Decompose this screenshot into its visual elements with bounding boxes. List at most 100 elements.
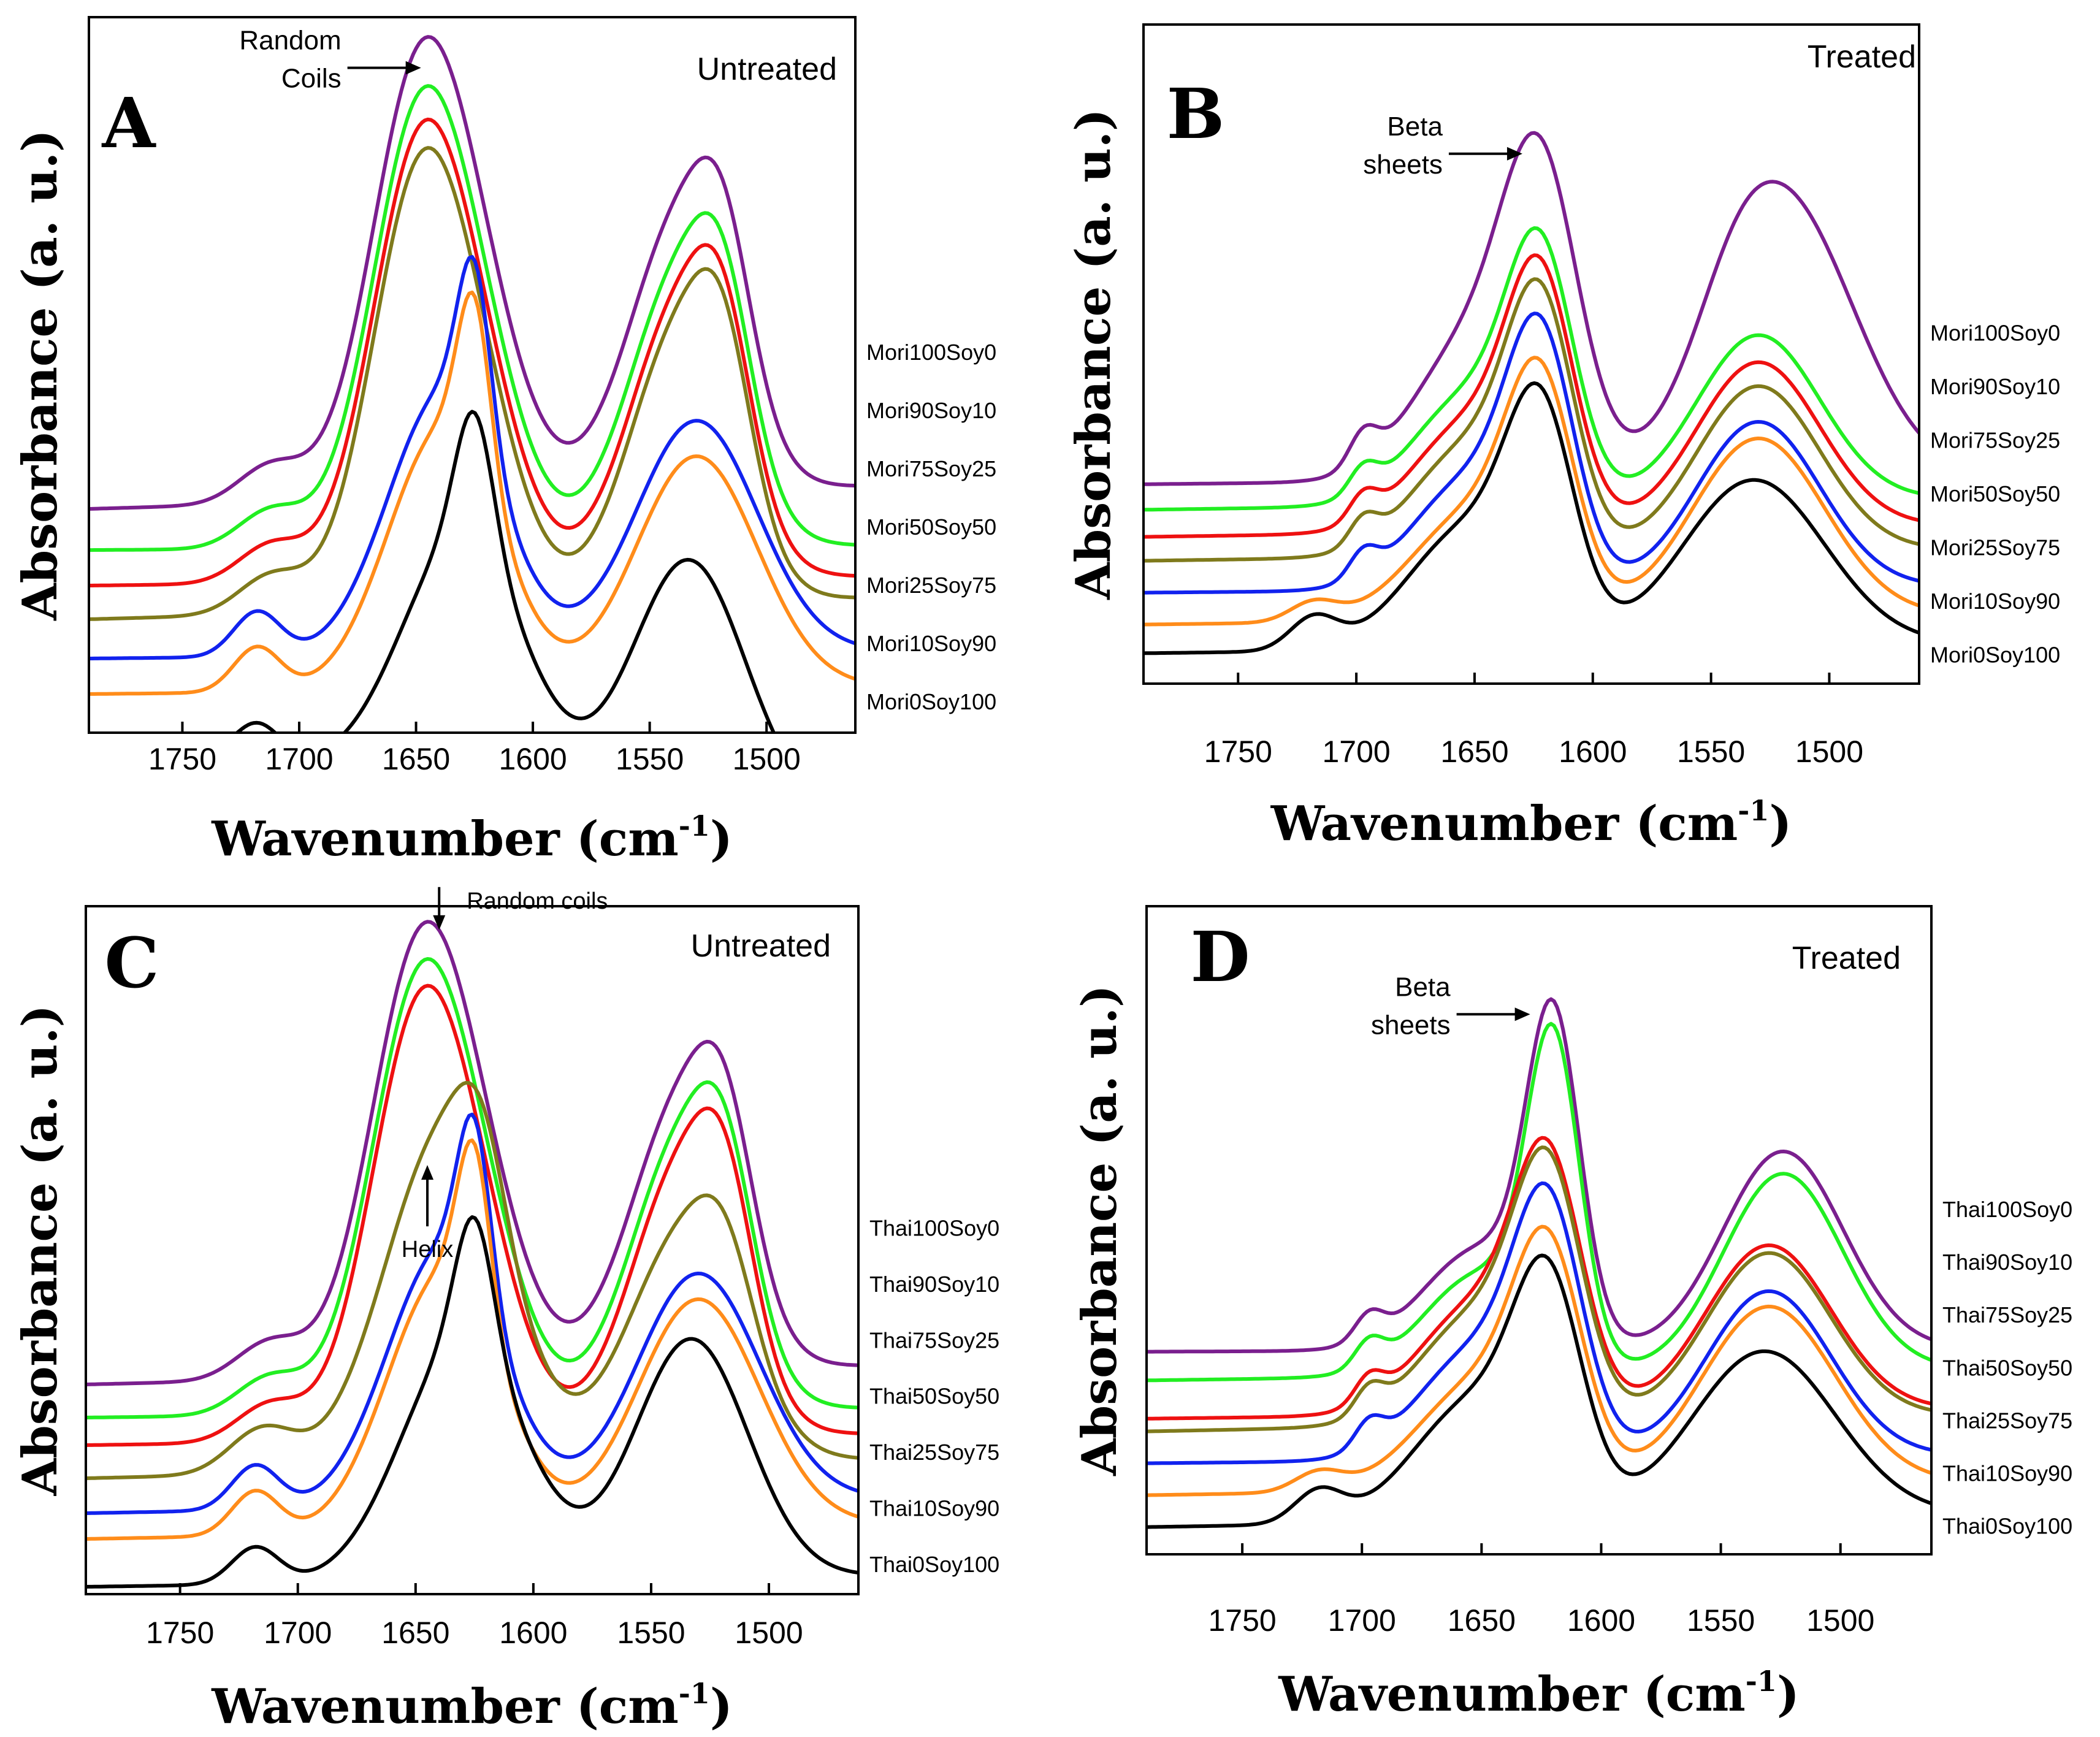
x-tick-label: 1500 <box>733 742 801 776</box>
series-label: Mori75Soy25 <box>1930 428 2060 453</box>
series-labels: Thai100Soy0 Thai90Soy10 Thai75Soy25 Thai50S… <box>869 1216 999 1577</box>
series-label: Mori0Soy100 <box>866 689 996 714</box>
series-label: Mori10Soy90 <box>866 631 996 656</box>
annotation-text: Random coils <box>467 888 608 914</box>
x-tick-label: 1500 <box>735 1616 803 1650</box>
x-tick-label: 1700 <box>265 742 333 776</box>
plot-frame <box>85 905 860 1595</box>
x-tick-label: 1500 <box>1795 735 1863 769</box>
x-axis-title-close: ) <box>1769 796 1792 852</box>
series-labels: Mori100Soy0 Mori90Soy10 Mori75Soy25 Mori50S… <box>866 340 996 714</box>
annotations: Beta sheets <box>1363 112 1522 180</box>
series-label: Mori90Soy10 <box>1930 374 2060 399</box>
series-line-mori0soy100 <box>1144 381 1919 655</box>
x-tick-label: 1550 <box>616 742 684 776</box>
series-label: Thai90Soy10 <box>1942 1250 2072 1275</box>
series-line-thai0soy100 <box>86 1215 858 1589</box>
series-label: Thai25Soy75 <box>1942 1408 2072 1433</box>
x-tick-label: 1600 <box>498 742 567 776</box>
x-axis: 1750 1700 1650 1600 1550 1500 <box>1204 673 1863 769</box>
series-line-thai75soy25 <box>1147 1136 1931 1421</box>
series-label: Thai50Soy50 <box>1942 1355 2072 1380</box>
series-label: Thai50Soy50 <box>869 1384 999 1409</box>
x-axis: 1750 1700 1650 1600 1550 1500 <box>148 722 801 776</box>
series-line-thai50soy50 <box>1147 1145 1931 1434</box>
x-axis-title-sup: -1 <box>1746 1665 1777 1698</box>
panel-letter: D <box>1190 917 1250 998</box>
x-axis-title: Wavenumber (cm-1) <box>1278 1665 1800 1722</box>
panel-a: Mori100Soy0 Mori90Soy10 Mori75Soy25 Mori50S… <box>12 16 996 867</box>
series-line-mori100soy0 <box>89 35 855 511</box>
x-axis-title-main: Wavenumber (cm <box>211 1679 679 1735</box>
x-tick-label: 1650 <box>1448 1603 1516 1638</box>
series-line-thai100soy0 <box>86 920 858 1386</box>
y-axis-title: Absorbance (a. u.) <box>12 1005 68 1497</box>
panel-b: Mori100Soy0 Mori90Soy10 Mori75Soy25 Mori50S… <box>1066 23 2060 852</box>
annotation-text: Random <box>239 26 341 56</box>
condition-label: Treated <box>1808 39 1916 75</box>
series-line-mori50soy50 <box>1144 277 1919 563</box>
series-label: Mori0Soy100 <box>1930 643 2060 668</box>
series-group <box>1147 997 1931 1529</box>
x-tick-label: 1750 <box>1208 1603 1276 1638</box>
x-axis-title-main: Wavenumber (cm <box>211 811 679 867</box>
x-axis: 1750 1700 1650 1600 1550 1500 <box>146 1583 803 1650</box>
series-label: Thai100Soy0 <box>869 1216 999 1241</box>
series-line-mori90soy10 <box>1144 226 1919 512</box>
annotation-text: Coils <box>281 64 342 94</box>
x-axis-title-main: Wavenumber (cm <box>1278 1666 1746 1722</box>
plot-frame <box>88 16 857 734</box>
series-label: Thai75Soy25 <box>1942 1302 2072 1327</box>
x-tick-label: 1600 <box>1559 735 1627 769</box>
x-tick-label: 1500 <box>1806 1603 1874 1638</box>
series-line-mori10soy90 <box>1144 356 1919 627</box>
series-label: Thai75Soy25 <box>869 1327 999 1353</box>
x-axis-title-main: Wavenumber (cm <box>1270 796 1738 852</box>
series-label: Thai0Soy100 <box>869 1552 999 1577</box>
arrow-head-icon <box>1514 1007 1530 1021</box>
x-tick-label: 1600 <box>499 1616 567 1650</box>
series-group <box>89 35 855 733</box>
plot-frame <box>1145 905 1933 1556</box>
x-tick-label: 1750 <box>148 742 216 776</box>
annotation-text: Beta <box>1387 112 1443 142</box>
annotation-text: sheets <box>1363 150 1443 180</box>
series-label: Mori25Soy75 <box>866 573 996 598</box>
series-group <box>1144 131 1919 655</box>
arrow-head-icon <box>421 1165 434 1180</box>
series-labels: Mori100Soy0 Mori90Soy10 Mori75Soy25 Mori50S… <box>1930 321 2060 668</box>
arrow-head-icon <box>405 61 421 75</box>
condition-label: Untreated <box>691 928 831 964</box>
annotations: Beta sheets <box>1371 972 1530 1040</box>
series-line-mori100soy0 <box>1144 131 1919 486</box>
annotations: Random coils Helix <box>402 887 608 1262</box>
panel-letter: C <box>104 923 159 1004</box>
series-labels: Thai100Soy0 Thai90Soy10 Thai75Soy25 Thai50S… <box>1942 1197 2072 1538</box>
series-line-mori75soy25 <box>89 117 855 587</box>
x-tick-label: 1750 <box>146 1616 214 1650</box>
panel-c: Thai100Soy0 Thai90Soy10 Thai75Soy25 Thai50S… <box>12 887 999 1735</box>
annotations: Random Coils <box>239 26 421 94</box>
series-label: Mori10Soy90 <box>1930 589 2060 614</box>
panel-letter: A <box>102 83 157 164</box>
series-label: Mori50Soy50 <box>1930 481 2060 506</box>
condition-label: Untreated <box>697 52 837 87</box>
series-label: Thai90Soy10 <box>869 1272 999 1297</box>
x-axis: 1750 1700 1650 1600 1550 1500 <box>1208 1543 1874 1638</box>
series-line-mori10soy90 <box>89 290 855 696</box>
x-axis-title: Wavenumber (cm-1) <box>211 1677 733 1735</box>
series-line-mori25soy75 <box>89 254 855 660</box>
series-line-mori90soy10 <box>89 84 855 552</box>
x-tick-label: 1750 <box>1204 735 1272 769</box>
annotation-text: Beta <box>1395 972 1451 1002</box>
series-line-mori75soy25 <box>1144 253 1919 539</box>
panel-d: Thai100Soy0 Thai90Soy10 Thai75Soy25 Thai50S… <box>1072 905 2072 1722</box>
series-line-thai75soy25 <box>86 983 858 1447</box>
plot-frame <box>1142 23 1920 685</box>
x-axis-title-sup: -1 <box>679 809 710 842</box>
series-line-mori50soy50 <box>89 146 855 621</box>
x-tick-label: 1700 <box>1328 1603 1396 1638</box>
series-line-thai50soy50 <box>86 1080 858 1480</box>
series-line-thai10soy90 <box>1147 1224 1931 1497</box>
